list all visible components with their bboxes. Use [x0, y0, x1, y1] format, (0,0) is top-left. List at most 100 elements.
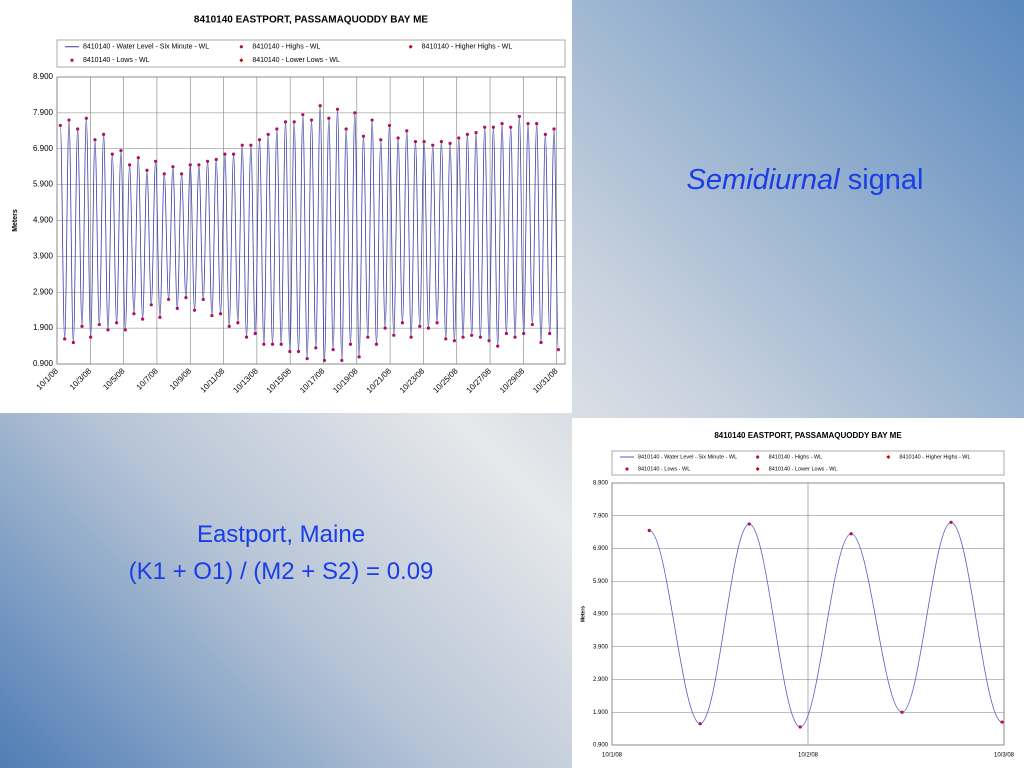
data-point	[231, 152, 236, 156]
data-point	[426, 326, 431, 330]
data-point	[110, 152, 114, 156]
data-point	[435, 321, 439, 325]
data-point	[413, 139, 418, 144]
data-point	[405, 129, 409, 133]
data-point	[305, 357, 309, 361]
data-point	[418, 324, 422, 328]
data-point	[210, 313, 214, 318]
data-point	[166, 297, 171, 302]
data-point	[283, 120, 288, 124]
heading: Semidiurnal signal	[600, 164, 1010, 197]
data-point	[154, 159, 158, 163]
data-point	[379, 138, 383, 142]
data-point	[279, 342, 283, 346]
data-point	[318, 104, 322, 108]
data-point	[158, 315, 162, 319]
data-point	[227, 324, 231, 328]
y-tick-label: 5.900	[593, 579, 609, 585]
data-point	[556, 348, 560, 352]
data-point	[798, 725, 802, 729]
data-point	[236, 321, 240, 325]
data-point	[192, 308, 197, 312]
chart-panel	[572, 418, 1024, 768]
legend-box	[56, 39, 566, 68]
data-point	[76, 127, 80, 131]
y-tick-label: 4.900	[593, 612, 609, 618]
data-point	[141, 317, 145, 321]
data-point	[214, 157, 218, 162]
legend-label: 8410140 - Higher Highs - WL	[422, 44, 513, 51]
data-point	[513, 335, 517, 339]
data-point	[102, 132, 106, 136]
data-point	[478, 335, 482, 339]
data-point	[374, 342, 379, 346]
x-tick-label: 10/2/08	[798, 753, 819, 759]
water-level-line	[59, 105, 559, 361]
data-point	[383, 326, 387, 330]
caption-line: (K1 + O1) / (M2 + S2) = 0.09	[128, 558, 434, 585]
data-point	[526, 122, 530, 126]
legend-swatch	[625, 467, 629, 471]
data-point	[123, 328, 127, 332]
data-point	[530, 322, 534, 327]
data-point	[162, 172, 166, 176]
data-point	[266, 132, 270, 136]
data-point	[327, 116, 331, 120]
chart-title: 8410140 EASTPORT, PASSAMAQUODDY BAY ME	[714, 431, 902, 440]
data-point	[522, 331, 526, 336]
data-point	[63, 337, 67, 341]
data-point	[136, 156, 140, 160]
heading-italic: Semidiurnal	[686, 164, 840, 196]
data-point	[335, 107, 340, 111]
legend-label: 8410140 - Higher Highs - WL	[899, 454, 970, 460]
data-point	[223, 152, 227, 156]
y-tick-label: 4.900	[33, 216, 54, 225]
data-point	[539, 340, 543, 345]
caption-line: Eastport, Maine	[196, 521, 366, 548]
data-point	[331, 348, 335, 352]
data-point	[80, 324, 84, 328]
data-point	[262, 342, 266, 346]
data-point	[535, 122, 539, 126]
data-point	[344, 127, 348, 131]
chart-panel	[0, 0, 572, 413]
data-point	[119, 148, 123, 153]
data-point	[747, 522, 751, 526]
data-point	[244, 335, 249, 339]
caption: Eastport, Maine (K1 + O1) / (M2 + S2) = …	[40, 516, 522, 590]
data-point	[543, 132, 547, 136]
legend-box	[611, 450, 1005, 476]
data-point	[465, 132, 469, 136]
data-point	[491, 125, 495, 129]
y-tick-label: 2.900	[593, 677, 609, 683]
data-point	[504, 331, 508, 336]
legend-label: 8410140 - Lows - WL	[638, 466, 690, 472]
legend-swatch	[239, 45, 243, 49]
data-point	[500, 122, 504, 126]
data-point	[457, 136, 461, 140]
data-point	[288, 349, 292, 354]
data-point	[171, 165, 175, 169]
data-point	[509, 125, 513, 129]
data-point	[71, 340, 75, 345]
data-point	[270, 342, 275, 346]
data-point	[366, 335, 370, 339]
data-point	[132, 312, 136, 316]
data-point	[89, 335, 93, 339]
data-point	[257, 138, 262, 142]
data-point	[470, 333, 474, 337]
data-point	[400, 321, 405, 325]
legend-label: 8410140 - Highs - WL	[769, 454, 823, 460]
data-point	[552, 127, 556, 131]
data-point	[201, 297, 205, 302]
y-tick-label: 0.900	[593, 743, 609, 749]
y-axis-label: Meters	[580, 606, 586, 622]
data-point	[392, 333, 396, 337]
y-tick-label: 6.900	[33, 144, 54, 153]
data-point	[106, 328, 110, 332]
y-tick-label: 1.900	[33, 323, 54, 332]
data-point	[309, 118, 314, 122]
data-point	[396, 136, 400, 140]
y-tick-label: 8.900	[33, 72, 54, 81]
